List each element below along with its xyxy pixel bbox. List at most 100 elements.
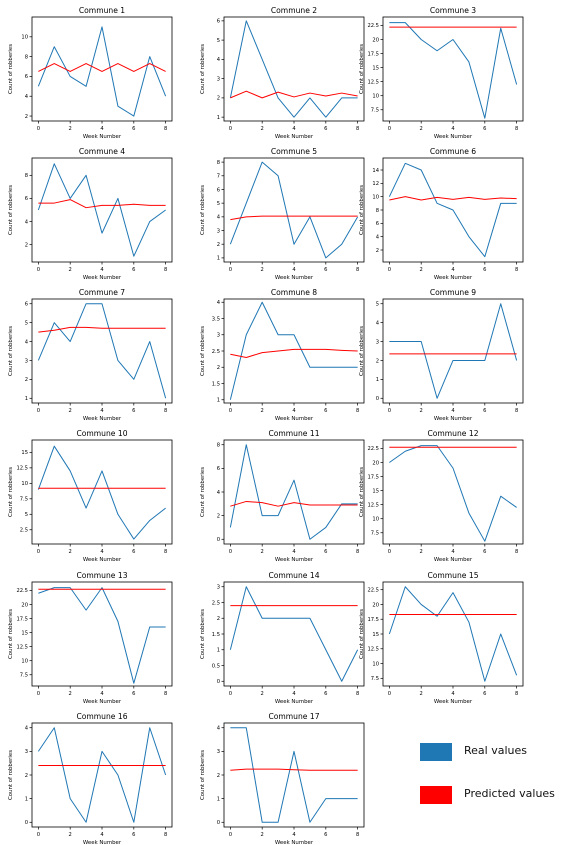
legend-real-swatch bbox=[420, 743, 452, 761]
y-tick-label: 4 bbox=[217, 57, 221, 63]
x-tick-label: 0 bbox=[229, 691, 232, 697]
x-tick-label: 8 bbox=[356, 408, 359, 414]
y-tick-label: 1 bbox=[25, 396, 28, 402]
subplot-commune-13: Commune 13 0 2 4 6 8 7.5 10 12.5 15 17.5 20 22.5 Week… bbox=[8, 571, 173, 705]
subplot-commune-12: Commune 12 0 2 4 6 8 7.5 10 12.5 15 17.5 20 22.5 Week… bbox=[359, 429, 524, 563]
x-tick-label: 6 bbox=[132, 408, 135, 414]
subplot-commune-14: Commune 14 0 2 4 6 8 0 0.5 1 1.5 2 2.5 3 Week Number C… bbox=[200, 571, 365, 705]
y-tick-label: 6 bbox=[376, 221, 379, 227]
y-tick-label: 12.5 bbox=[16, 644, 28, 650]
x-axis-label: Week Number bbox=[434, 134, 473, 140]
y-tick-label: 2 bbox=[217, 365, 220, 371]
x-axis-label: Week Number bbox=[275, 134, 314, 140]
x-axis-label: Week Number bbox=[83, 416, 122, 422]
y-tick-label: 6 bbox=[217, 19, 220, 25]
y-tick-label: 2 bbox=[25, 242, 28, 248]
y-tick-label: 6 bbox=[25, 74, 28, 80]
y-tick-label: 20 bbox=[21, 602, 28, 608]
y-tick-label: 4 bbox=[376, 320, 380, 326]
x-tick-label: 8 bbox=[515, 267, 518, 273]
y-tick-label: 15 bbox=[372, 488, 379, 494]
x-tick-label: 8 bbox=[515, 126, 518, 132]
plot-frame bbox=[31, 298, 173, 404]
y-tick-label: 8 bbox=[376, 208, 379, 214]
x-tick-label: 4 bbox=[100, 267, 104, 273]
x-tick-label: 0 bbox=[229, 549, 232, 555]
x-tick-label: 8 bbox=[515, 549, 518, 555]
real-values-line bbox=[37, 445, 166, 540]
y-tick-label: 7.5 bbox=[371, 531, 379, 537]
y-axis-label: Count of robberies bbox=[8, 326, 14, 376]
y-tick-label: 12.5 bbox=[16, 466, 28, 472]
y-tick-label: 10 bbox=[372, 517, 379, 523]
subplot-commune-8: Commune 8 0 2 4 6 8 1 1.5 2 2.5 3 3.5 4 Week Number Co… bbox=[200, 288, 365, 422]
y-tick-label: 4 bbox=[217, 300, 221, 306]
subplot-title: Commune 13 bbox=[76, 571, 127, 580]
y-tick-label: 17.5 bbox=[367, 51, 379, 57]
subplot-title: Commune 14 bbox=[268, 571, 319, 580]
subplot-commune-5: Commune 5 0 2 4 6 8 1 2 3 4 5 6 7 8 Week Number Count o… bbox=[200, 147, 365, 281]
x-tick-label: 6 bbox=[132, 549, 135, 555]
x-tick-label: 4 bbox=[100, 832, 104, 838]
x-tick-label: 8 bbox=[515, 691, 518, 697]
y-tick-label: 1.5 bbox=[212, 381, 220, 387]
x-tick-label: 2 bbox=[69, 267, 72, 273]
y-tick-label: 7.5 bbox=[20, 497, 28, 503]
x-tick-label: 8 bbox=[164, 832, 167, 838]
y-tick-label: 5 bbox=[25, 512, 28, 518]
x-tick-label: 4 bbox=[100, 126, 104, 132]
x-tick-label: 2 bbox=[261, 126, 264, 132]
x-tick-label: 4 bbox=[451, 691, 455, 697]
x-tick-label: 8 bbox=[164, 267, 167, 273]
x-tick-label: 4 bbox=[451, 549, 455, 555]
plot-frame bbox=[31, 722, 173, 828]
x-tick-label: 6 bbox=[132, 691, 135, 697]
y-tick-label: 14 bbox=[372, 168, 379, 174]
x-tick-label: 2 bbox=[261, 267, 264, 273]
x-axis-label: Week Number bbox=[434, 416, 473, 422]
x-tick-label: 2 bbox=[69, 126, 72, 132]
y-axis-label: Count of robberies bbox=[359, 44, 365, 94]
real-values-line bbox=[229, 444, 358, 540]
x-tick-label: 0 bbox=[229, 267, 232, 273]
subplot-title: Commune 4 bbox=[79, 147, 125, 156]
plot-frame bbox=[223, 157, 365, 263]
x-axis-label: Week Number bbox=[83, 699, 122, 705]
predicted-values-line bbox=[389, 196, 517, 201]
y-tick-label: 10 bbox=[21, 481, 28, 487]
y-tick-label: 22.5 bbox=[16, 588, 28, 594]
y-tick-label: 10 bbox=[372, 94, 379, 100]
y-tick-label: 6 bbox=[25, 196, 28, 202]
x-tick-label: 8 bbox=[164, 408, 167, 414]
real-values-line bbox=[37, 163, 166, 257]
subplot-commune-4: Commune 4 0 2 4 6 8 2 4 6 8 Week Number Count of ro… bbox=[8, 147, 173, 281]
x-tick-label: 8 bbox=[515, 408, 518, 414]
x-axis-label: Week Number bbox=[434, 275, 473, 281]
x-axis-label: Week Number bbox=[434, 699, 473, 705]
y-tick-label: 3 bbox=[376, 339, 379, 345]
x-tick-label: 8 bbox=[164, 691, 167, 697]
x-axis-label: Week Number bbox=[275, 275, 314, 281]
real-values-line bbox=[229, 586, 359, 682]
subplot-title: Commune 6 bbox=[430, 147, 476, 156]
x-tick-label: 8 bbox=[356, 832, 359, 838]
y-tick-label: 2 bbox=[376, 358, 379, 364]
y-tick-label: 6 bbox=[217, 187, 220, 193]
x-tick-label: 2 bbox=[261, 408, 264, 414]
y-axis-label: Count of robberies bbox=[8, 185, 14, 235]
y-tick-label: 7.5 bbox=[371, 676, 379, 682]
y-tick-label: 3 bbox=[25, 358, 28, 364]
x-tick-label: 0 bbox=[229, 408, 232, 414]
y-axis-label: Count of robberies bbox=[359, 467, 365, 517]
x-tick-label: 6 bbox=[483, 691, 486, 697]
y-tick-label: 2 bbox=[217, 616, 220, 622]
x-tick-label: 4 bbox=[292, 267, 296, 273]
x-axis-label: Week Number bbox=[275, 416, 314, 422]
y-tick-label: 4 bbox=[25, 339, 29, 345]
y-tick-label: 4 bbox=[217, 215, 221, 221]
y-axis-label: Count of robberies bbox=[8, 750, 14, 800]
y-tick-label: 1 bbox=[25, 796, 28, 802]
x-tick-label: 4 bbox=[292, 126, 296, 132]
y-tick-label: 10 bbox=[21, 35, 28, 41]
predicted-values-line bbox=[230, 348, 358, 358]
